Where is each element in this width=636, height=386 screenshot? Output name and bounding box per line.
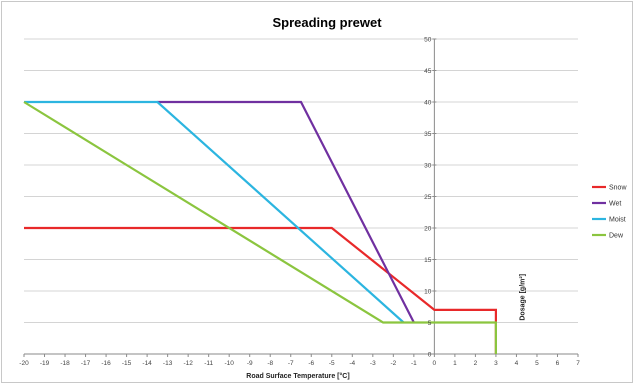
y-tick-label: 15 [424, 257, 432, 264]
x-tick-label: 0 [433, 360, 437, 367]
x-tick-label: -10 [224, 360, 234, 367]
grid [24, 38, 578, 355]
x-tick-label: -9 [247, 360, 253, 367]
x-tick-label: 5 [535, 360, 539, 367]
x-tick-label: -15 [122, 360, 132, 367]
x-tick-label: -18 [60, 360, 70, 367]
x-tick-label: -6 [308, 360, 314, 367]
x-tick-label: -5 [329, 360, 335, 367]
x-tick-label: -13 [163, 360, 173, 367]
legend-label-dew: Dew [609, 233, 624, 240]
x-tick-label: -16 [101, 360, 111, 367]
x-tick-label: -11 [204, 360, 213, 367]
series-line-moist [24, 100, 405, 324]
series-line-dew [23, 101, 497, 354]
x-tick-label: -4 [349, 360, 355, 367]
y-tick-label: 10 [424, 288, 432, 295]
x-tick-label: 6 [556, 360, 560, 367]
x-tick-label: -14 [142, 360, 152, 367]
y-tick-label: 25 [424, 194, 432, 201]
x-axis-label: Road Surface Temperature [°C] [246, 372, 349, 380]
legend-label-wet: Wet [609, 201, 621, 208]
x-tick-label: -8 [267, 360, 273, 367]
x-tick-label: -19 [40, 360, 50, 367]
x-tick-label: 3 [494, 360, 498, 367]
y-tick-label: 50 [424, 36, 432, 43]
y-tick-label: 45 [424, 68, 432, 75]
plot-area [23, 100, 497, 354]
y-tick-label: 35 [424, 131, 432, 138]
y-tick-label: 40 [424, 99, 432, 106]
x-tick-label: -7 [288, 360, 294, 367]
series-line-wet [157, 100, 415, 324]
tick-labels: -20 -19 -18 -17 -16 -15 -14 -13 -12 -11 -10 -9 -8 -7-… [19, 36, 580, 367]
y-tick-label: 20 [424, 225, 432, 232]
axes [23, 38, 579, 357]
x-tick-label: 7 [576, 360, 580, 367]
legend-label-moist: Moist [609, 217, 626, 224]
legend: Snow Wet Moist Dew [592, 185, 627, 240]
x-tick-label: 2 [474, 360, 478, 367]
x-tick-label: -1 [411, 360, 417, 367]
y-tick-label: 0 [428, 351, 432, 358]
x-tick-label: -17 [81, 360, 91, 367]
x-tick-label: 4 [515, 360, 519, 367]
y-tick-label: 5 [428, 320, 432, 327]
x-tick-label: -3 [370, 360, 376, 367]
x-tick-label: -2 [390, 360, 396, 367]
x-tick-label: -20 [19, 360, 29, 367]
x-tick-label: -12 [183, 360, 193, 367]
chart-title: Spreading prewet [272, 15, 382, 30]
y-axis-label: Dosage [g/m²] [520, 274, 527, 321]
y-tick-label: 30 [424, 162, 432, 169]
legend-label-snow: Snow [609, 185, 627, 192]
x-tick-label: 1 [453, 360, 457, 367]
